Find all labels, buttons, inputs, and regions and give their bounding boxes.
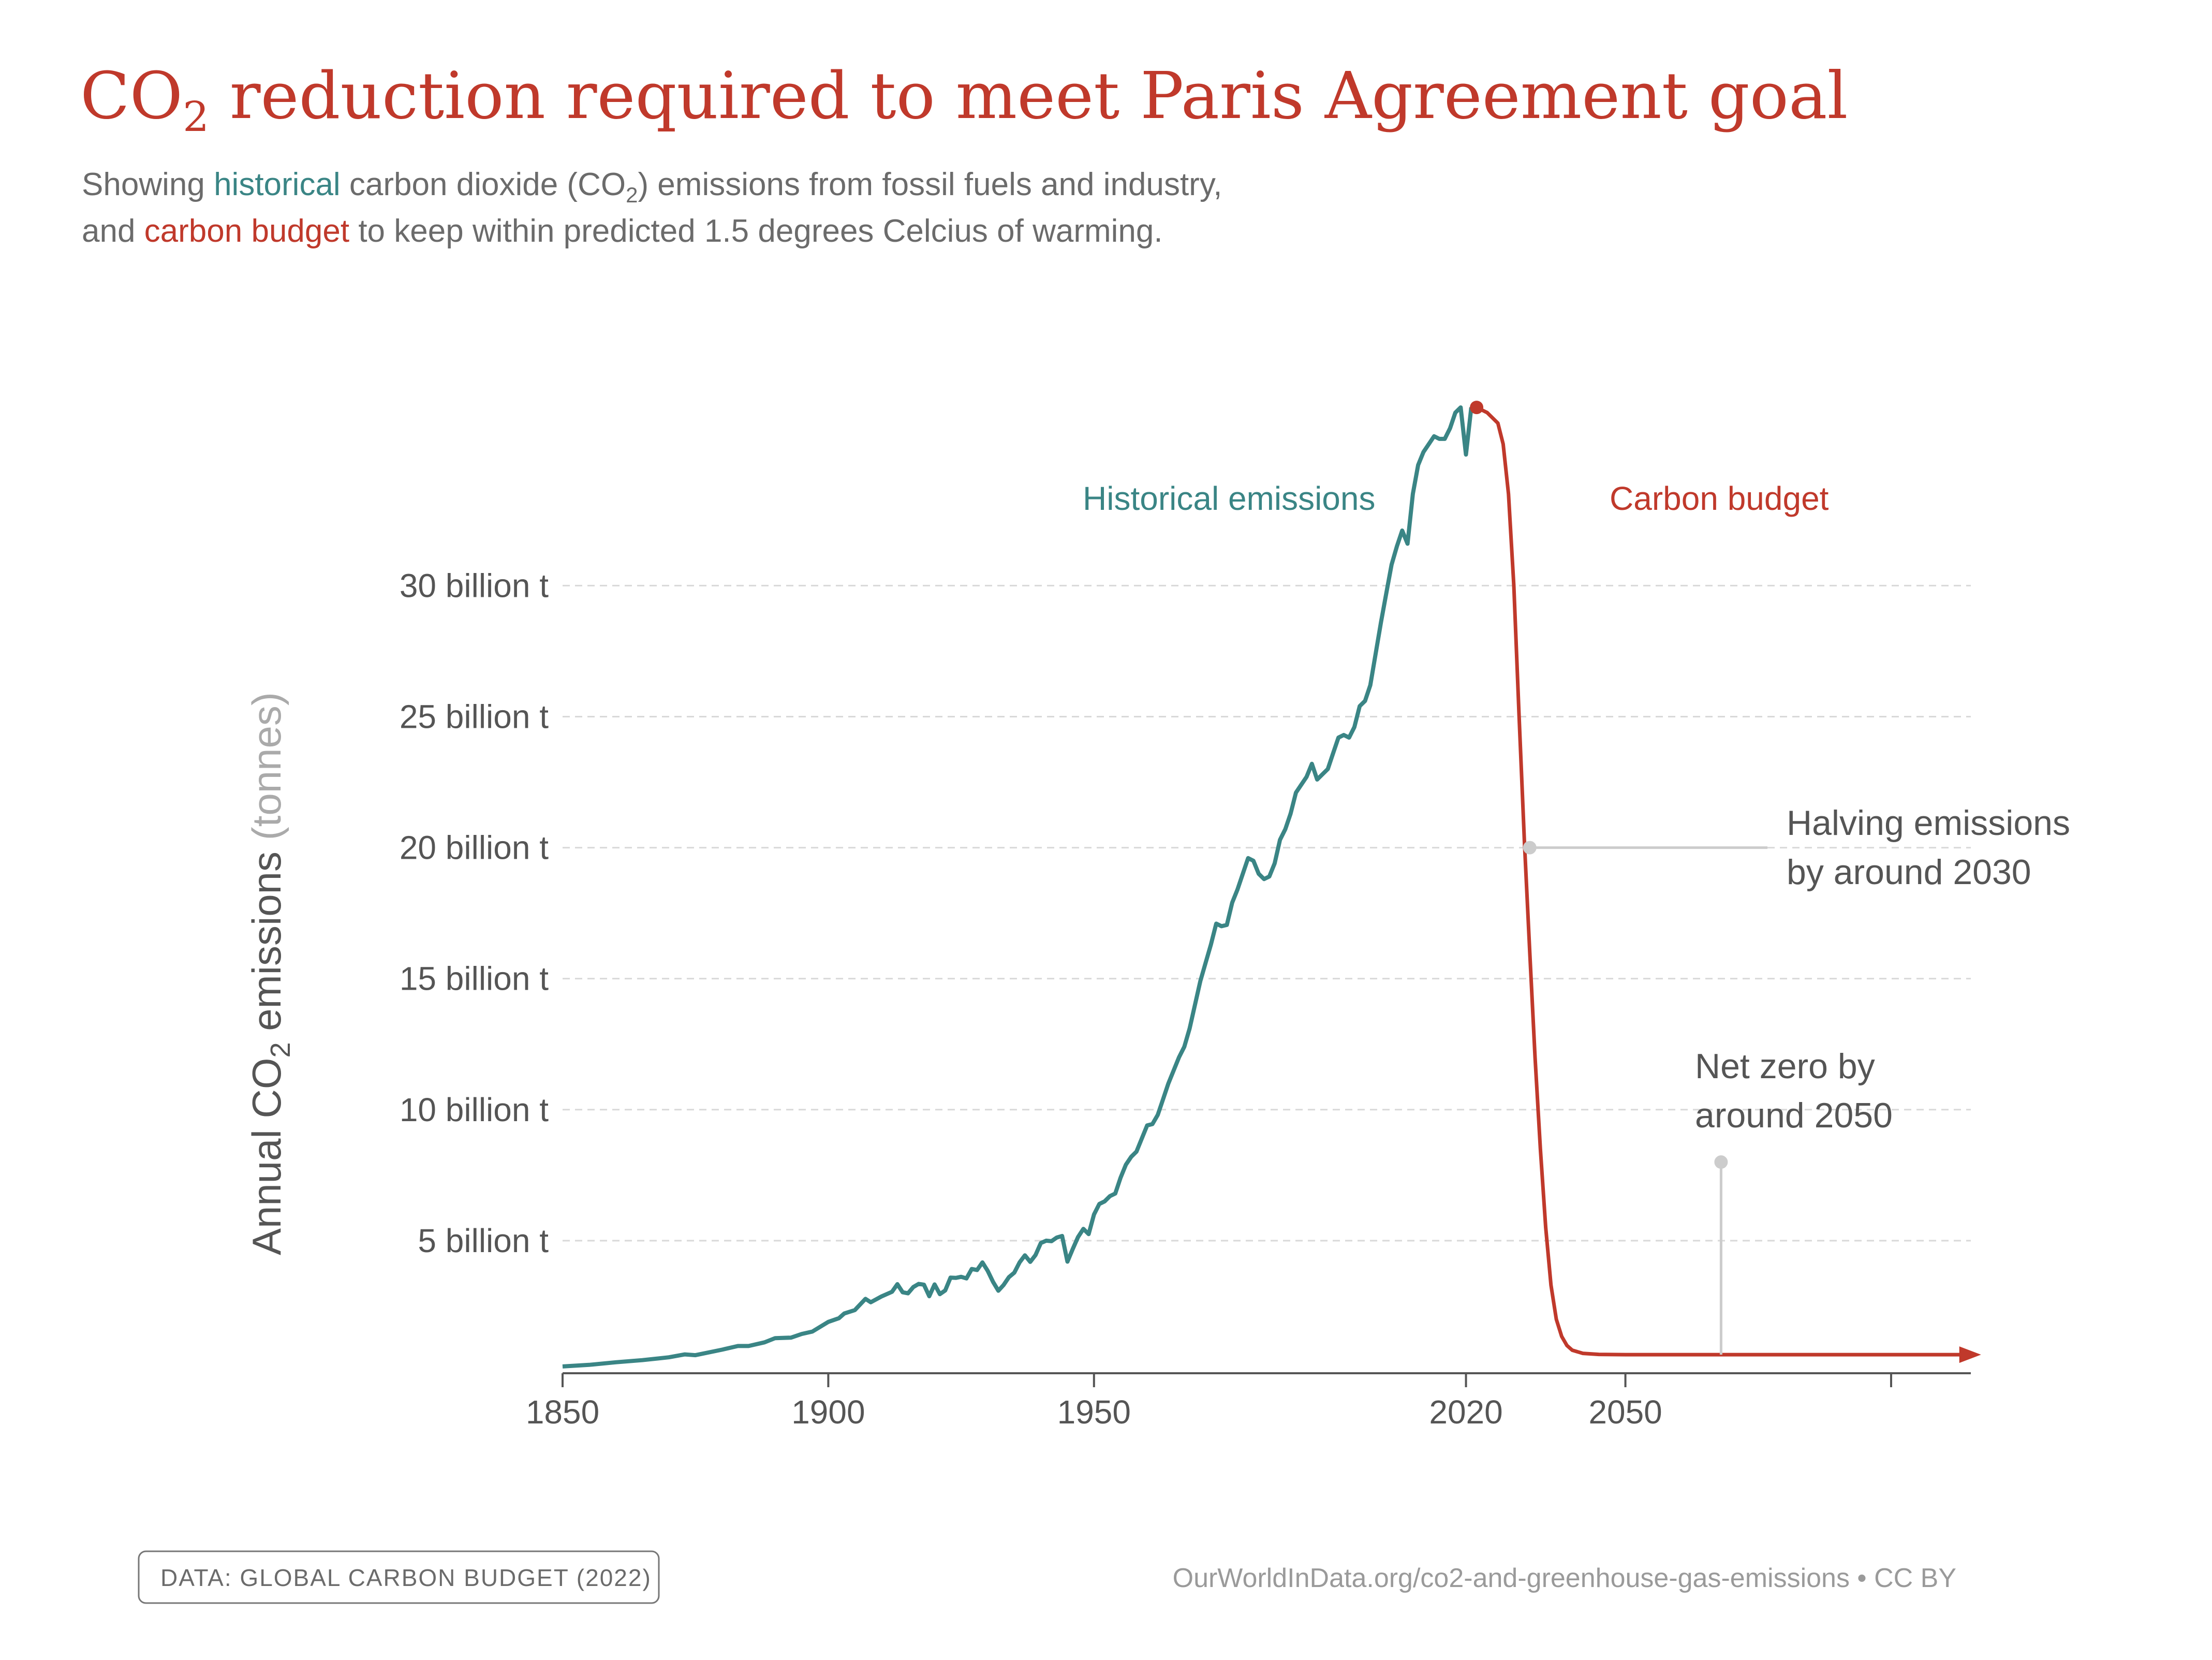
y-tick-label: 30 billion t: [400, 567, 549, 604]
carbon-budget-arrowhead: [1959, 1346, 1981, 1363]
y-tick-label: 10 billion t: [400, 1091, 549, 1128]
annotation-halving-line-1: Halving emissions: [1787, 803, 2070, 843]
x-tick-label: 2050: [1588, 1393, 1662, 1431]
chart-title: CO2 reduction required to meet Paris Agr…: [80, 58, 1848, 141]
subtitle-line-1: Showing historical carbon dioxide (CO2) …: [82, 167, 1222, 207]
source-url[interactable]: OurWorldInData.org/co2-and-greenhouse-ga…: [1173, 1563, 1956, 1593]
halving-marker-dot: [1523, 841, 1537, 855]
x-tick-label: 2020: [1429, 1393, 1502, 1431]
source-box: [138, 1550, 660, 1604]
series-label-budget: Carbon budget: [1610, 480, 1829, 517]
series-label-historical: Historical emissions: [1083, 480, 1375, 517]
y-tick-label: 5 billion t: [418, 1222, 549, 1259]
y-tick-label: 15 billion t: [400, 960, 549, 997]
y-axis-label: Annual CO2 emissions (tonnes): [244, 692, 296, 1255]
annotation-markers: [1523, 841, 1767, 1355]
subtitle-budget-highlight: carbon budget: [144, 213, 349, 249]
x-axis: [563, 1372, 1971, 1387]
source-text: DATA: GLOBAL CARBON BUDGET (2022): [160, 1564, 652, 1591]
carbon-budget-line: [1476, 405, 1966, 1357]
netzero-marker-dot: [1714, 1155, 1728, 1169]
y-tick-label: 20 billion t: [400, 829, 549, 866]
y-axis-ticks: 5 billion t 10 billion t 15 billion t 20 bi…: [400, 567, 549, 1259]
annotation-netzero-line-1: Net zero by: [1695, 1047, 1875, 1086]
x-axis-ticks: 1850 1900 1950 2020 2050: [526, 1373, 1662, 1431]
x-tick-label: 1950: [1057, 1393, 1131, 1431]
subtitle-line-2: and carbon budget to keep within predict…: [82, 213, 1163, 249]
subtitle-historical-highlight: historical: [214, 167, 341, 202]
x-tick-label: 1900: [791, 1393, 865, 1431]
annotation-netzero-line-2: around 2050: [1695, 1096, 1893, 1135]
historical-emissions-line: [562, 405, 1473, 1369]
carbon-budget-start-dot: [1470, 401, 1484, 415]
series-lines: [562, 401, 1981, 1369]
annotation-halving-line-2: by around 2030: [1787, 853, 2031, 892]
gridlines: [563, 584, 1971, 1242]
y-tick-label: 25 billion t: [400, 698, 549, 735]
x-tick-label: 1850: [526, 1393, 599, 1431]
